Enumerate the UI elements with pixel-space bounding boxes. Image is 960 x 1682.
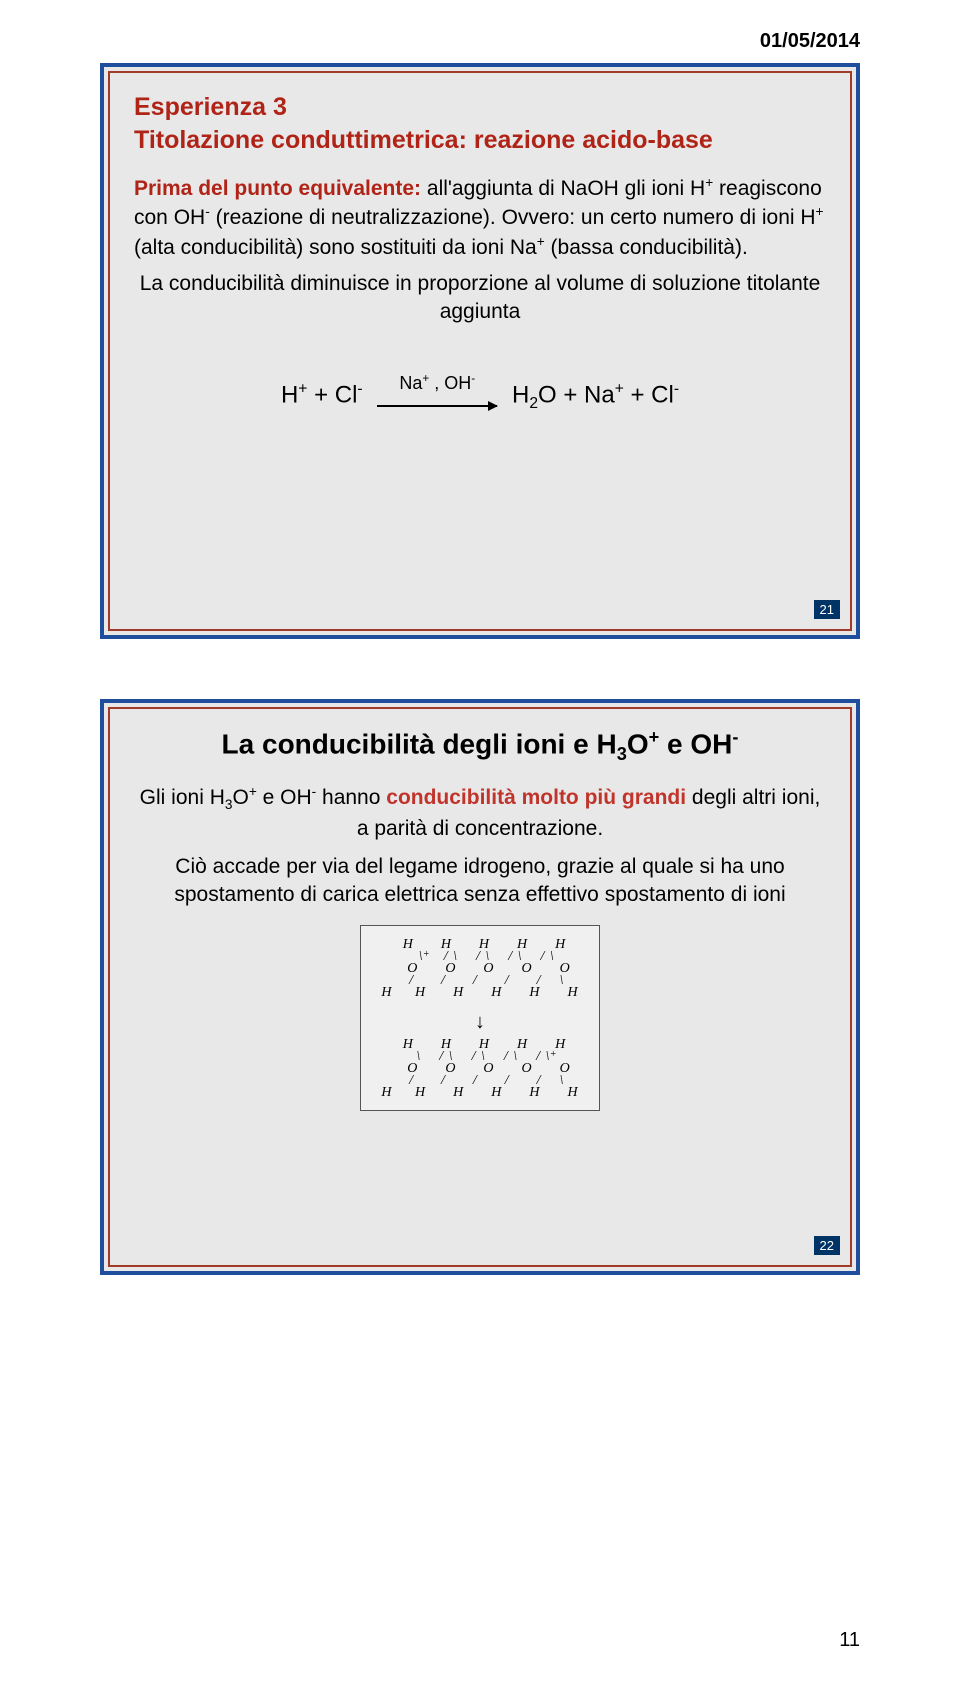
arrow-oh: , OH	[429, 373, 471, 393]
text: (reazione di neutralizzazione). Ovvero: …	[210, 206, 816, 229]
hydrogen-bond-diagram: H H H H H \+ / \ / \ / \ / \ O O O O O /…	[134, 925, 826, 1111]
title-line-1: Esperienza 3	[134, 93, 287, 121]
superscript-minus: -	[732, 727, 738, 747]
slide-1-paragraph-2: La conducibilità diminuisce in proporzio…	[134, 270, 826, 327]
subscript-2: 2	[529, 395, 538, 412]
diagram-box: H H H H H \+ / \ / \ / \ / \ O O O O O /…	[360, 925, 599, 1111]
superscript-plus: +	[249, 784, 257, 799]
title-text: La conducibilità degli ioni e H	[222, 728, 617, 759]
slide-number-badge: 22	[814, 1236, 840, 1255]
slide-number-badge: 21	[814, 600, 840, 619]
chem-h: H	[281, 381, 298, 408]
page-number: 11	[839, 1629, 860, 1652]
arrow-line	[377, 405, 497, 407]
superscript-plus: +	[615, 380, 624, 397]
title-e: e	[659, 728, 690, 759]
superscript-minus: -	[471, 372, 475, 385]
chem-h2o: H	[512, 381, 529, 408]
chemical-equation: H+ + Cl- Na+ , OH- H2O + Na+ + Cl-	[134, 372, 826, 420]
superscript-minus: -	[357, 380, 362, 397]
text: (alta conducibilità) sono sostituiti da …	[134, 236, 537, 259]
chem-na: O + Na	[538, 381, 615, 408]
page: 01/05/2014 Esperienza 3 Titolazione cond…	[0, 0, 960, 1682]
slide-2-title: La conducibilità degli ioni e H3O+ e OH-	[134, 727, 826, 765]
text: hanno	[316, 786, 386, 809]
title-o: O	[627, 728, 649, 759]
chem-cl: + Cl	[307, 381, 357, 408]
title-oh: OH	[690, 728, 732, 759]
title-line-2: Titolazione conduttimetrica: reazione ac…	[134, 126, 713, 154]
slide-2-body: La conducibilità degli ioni e H3O+ e OH-…	[108, 707, 852, 1267]
intro-bold: Prima del punto equivalente:	[134, 177, 421, 200]
subscript-3: 3	[617, 744, 627, 764]
red-bold-text: conducibilità molto più grandi	[386, 786, 686, 809]
arrow-label: Na+ , OH-	[377, 372, 497, 394]
slide-2-paragraph-1: Gli ioni H3O+ e OH- hanno conducibilità …	[134, 783, 826, 843]
reaction-arrow: Na+ , OH-	[377, 372, 497, 420]
superscript-plus: +	[816, 204, 824, 219]
text: (bassa conducibilità).	[545, 236, 748, 259]
text: e OH	[257, 786, 312, 809]
superscript-plus: +	[705, 175, 713, 190]
superscript-plus: +	[537, 234, 545, 249]
date-header: 01/05/2014	[100, 30, 860, 53]
slide-1-title: Esperienza 3 Titolazione conduttimetrica…	[134, 91, 826, 156]
slide-1-body: Esperienza 3 Titolazione conduttimetrica…	[108, 71, 852, 631]
chain-h-bottom-row: H H H H H H	[381, 986, 578, 1000]
slide-2: La conducibilità degli ioni e H3O+ e OH-…	[100, 699, 860, 1275]
superscript-minus: -	[674, 380, 679, 397]
slide-1-paragraph: Prima del punto equivalente: all'aggiunt…	[134, 174, 826, 262]
arrow-na: Na	[399, 373, 422, 393]
text: O	[232, 786, 248, 809]
chain-h-bottom-row: H H H H H H	[381, 1086, 578, 1100]
text: Gli ioni H	[140, 786, 225, 809]
chem-cl-right: + Cl	[624, 381, 674, 408]
superscript-plus: +	[649, 727, 660, 747]
slide-2-paragraph-2: Ciò accade per via del legame idrogeno, …	[134, 853, 826, 910]
down-arrow-icon: ↓	[381, 1012, 578, 1032]
slide-1: Esperienza 3 Titolazione conduttimetrica…	[100, 63, 860, 639]
text: all'aggiunta di NaOH gli ioni H	[421, 177, 705, 200]
